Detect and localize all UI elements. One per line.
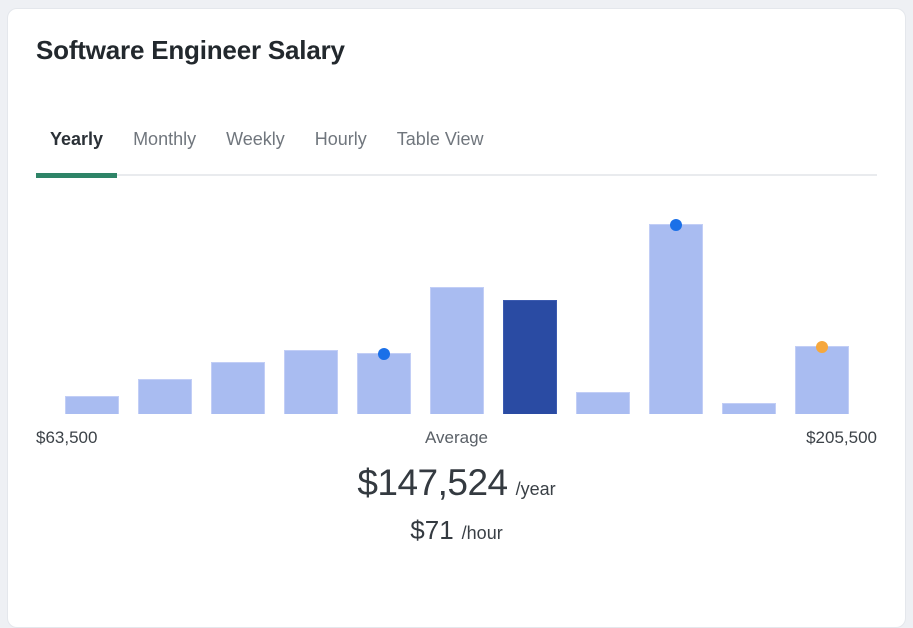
axis-max-label: $205,500 bbox=[806, 428, 877, 447]
bar[interactable] bbox=[721, 403, 776, 414]
yearly-salary: $147,524/year bbox=[36, 463, 877, 511]
tab-yearly-label: Yearly bbox=[50, 129, 104, 149]
salary-card: Software Engineer Salary Yearly Monthly … bbox=[7, 8, 906, 628]
axis-min-label: $63,500 bbox=[36, 428, 98, 447]
tab-table-view-label: Table View bbox=[396, 129, 484, 149]
tab-hourly-label: Hourly bbox=[314, 129, 367, 149]
bar[interactable] bbox=[137, 379, 192, 414]
hourly-salary-unit: /hour bbox=[461, 523, 503, 543]
salary-summary: $147,524/year $71/hour bbox=[36, 463, 877, 550]
tab-bar: Yearly Monthly Weekly Hourly Table View bbox=[36, 129, 877, 178]
salary-histogram bbox=[36, 176, 877, 414]
yearly-salary-unit: /year bbox=[515, 479, 556, 499]
page-title: Software Engineer Salary bbox=[36, 35, 345, 65]
active-tab-underline bbox=[36, 173, 118, 178]
bar[interactable] bbox=[210, 362, 265, 414]
blue-marker-dot bbox=[377, 348, 390, 360]
bar[interactable] bbox=[356, 348, 411, 414]
hourly-salary: $71/hour bbox=[36, 515, 877, 550]
bar[interactable] bbox=[648, 219, 703, 414]
tab-monthly-label: Monthly bbox=[133, 129, 197, 149]
tab-yearly[interactable]: Yearly bbox=[36, 129, 118, 178]
tab-weekly-label: Weekly bbox=[226, 129, 285, 149]
tab-monthly[interactable]: Monthly bbox=[119, 129, 210, 174]
tab-weekly[interactable]: Weekly bbox=[212, 129, 299, 174]
tab-hourly[interactable]: Hourly bbox=[301, 129, 381, 174]
orange-marker-dot bbox=[815, 341, 828, 353]
bar[interactable] bbox=[283, 350, 338, 414]
tab-table-view[interactable]: Table View bbox=[383, 129, 498, 174]
bar[interactable] bbox=[794, 341, 849, 414]
bar[interactable] bbox=[575, 392, 630, 414]
bar-highlighted[interactable] bbox=[502, 300, 557, 414]
bar[interactable] bbox=[64, 396, 119, 414]
blue-marker-dot bbox=[669, 219, 682, 231]
yearly-salary-value: $147,524 bbox=[357, 462, 508, 503]
bar[interactable] bbox=[429, 287, 484, 414]
axis-average-label: Average bbox=[424, 428, 489, 447]
hourly-salary-value: $71 bbox=[410, 515, 454, 545]
axis-labels: $63,500 Average $205,500 bbox=[36, 428, 877, 448]
